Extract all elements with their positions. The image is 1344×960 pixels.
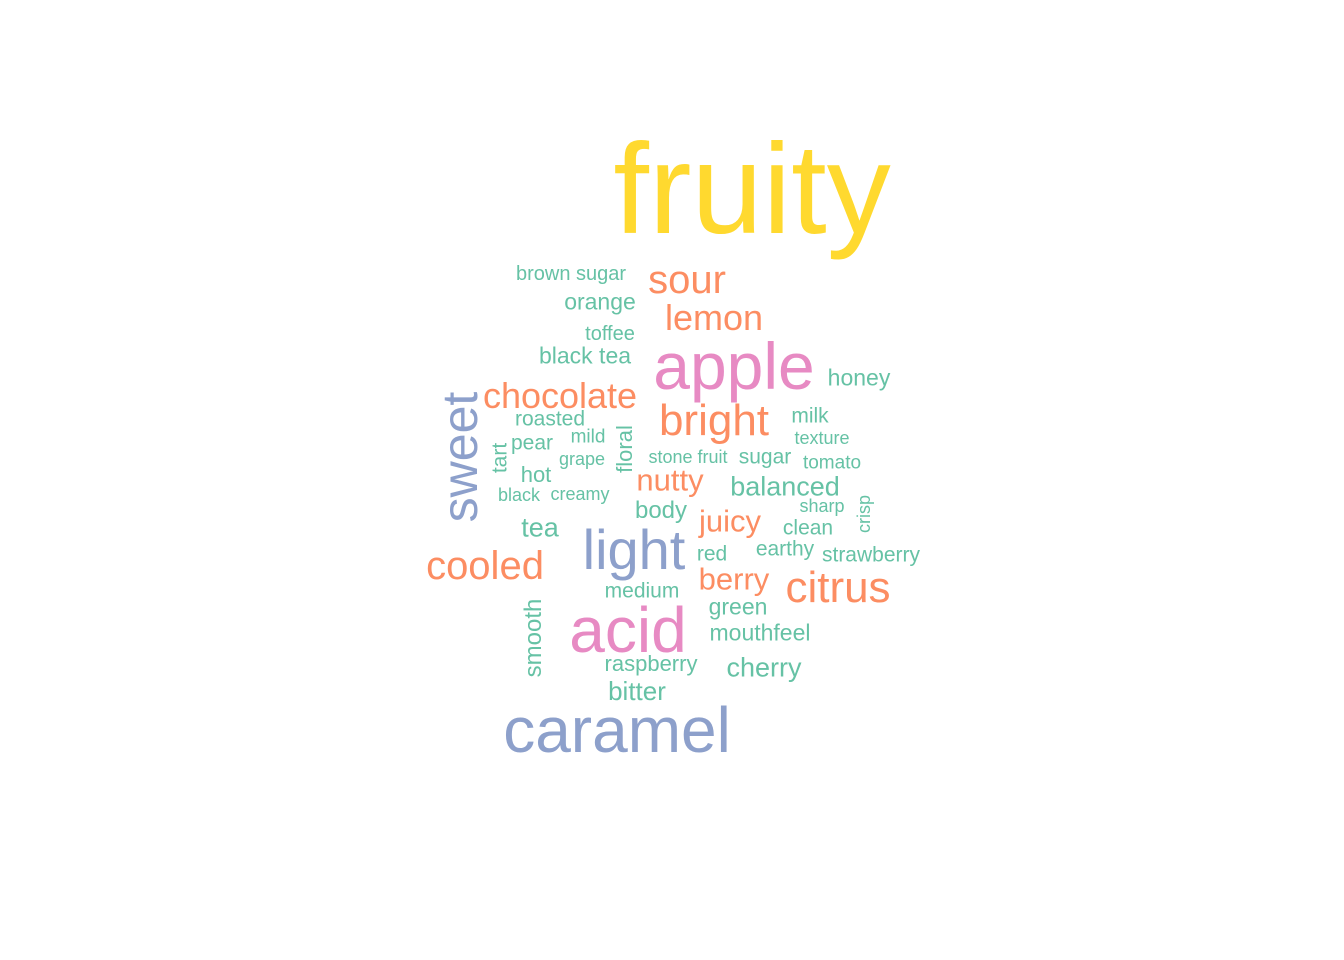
word-creamy: creamy: [550, 484, 610, 504]
word-smooth: smooth: [520, 598, 547, 678]
word-berry: berry: [698, 561, 770, 597]
word-black-tea: black tea: [538, 342, 632, 369]
word-red: red: [696, 542, 728, 566]
word-fruity: fruity: [613, 118, 891, 261]
word-orange: orange: [564, 288, 636, 315]
word-green: green: [708, 593, 768, 620]
word-roasted: roasted: [514, 407, 586, 431]
word-citrus: citrus: [785, 563, 891, 612]
word-texture: texture: [794, 428, 850, 448]
word-lemon: lemon: [664, 297, 764, 338]
word-toffee: toffee: [585, 323, 635, 345]
word-sour: sour: [648, 258, 726, 302]
word-sharp: sharp: [799, 496, 845, 516]
word-light: light: [582, 518, 686, 581]
word-tomato: tomato: [802, 452, 862, 474]
word-chocolate: chocolate: [482, 375, 638, 416]
word-nutty: nutty: [636, 462, 704, 498]
word-honey: honey: [827, 364, 891, 391]
word-cooled: cooled: [426, 544, 544, 588]
word-bitter: bitter: [608, 676, 666, 706]
word-medium: medium: [604, 579, 680, 603]
word-grape: grape: [558, 449, 606, 469]
word-clean: clean: [782, 516, 834, 540]
word-strawberry: strawberry: [821, 543, 921, 567]
word-apple: apple: [653, 329, 815, 403]
word-black: black: [497, 485, 541, 505]
word-cherry: cherry: [726, 652, 802, 683]
word-sugar: sugar: [738, 445, 792, 469]
word-balanced: balanced: [730, 471, 840, 502]
word-pear: pear: [510, 431, 554, 455]
word-tart: tart: [488, 442, 512, 474]
word-crisp: crisp: [854, 494, 874, 534]
word-sweet: sweet: [432, 391, 488, 523]
word-milk: milk: [791, 404, 829, 428]
word-stone-fruit: stone fruit: [648, 447, 728, 467]
word-brown-sugar: brown sugar: [515, 263, 627, 285]
word-earthy: earthy: [755, 537, 815, 561]
word-caramel: caramel: [503, 694, 731, 766]
word-juicy: juicy: [698, 503, 762, 539]
word-acid: acid: [569, 594, 687, 666]
word-mouthfeel: mouthfeel: [709, 619, 811, 646]
word-body: body: [634, 497, 688, 524]
word-tea: tea: [521, 512, 559, 543]
word-mild: mild: [570, 426, 606, 448]
word-raspberry: raspberry: [604, 651, 698, 676]
word-floral: floral: [612, 425, 637, 473]
word-bright: bright: [658, 396, 770, 445]
word-hot: hot: [520, 462, 552, 487]
